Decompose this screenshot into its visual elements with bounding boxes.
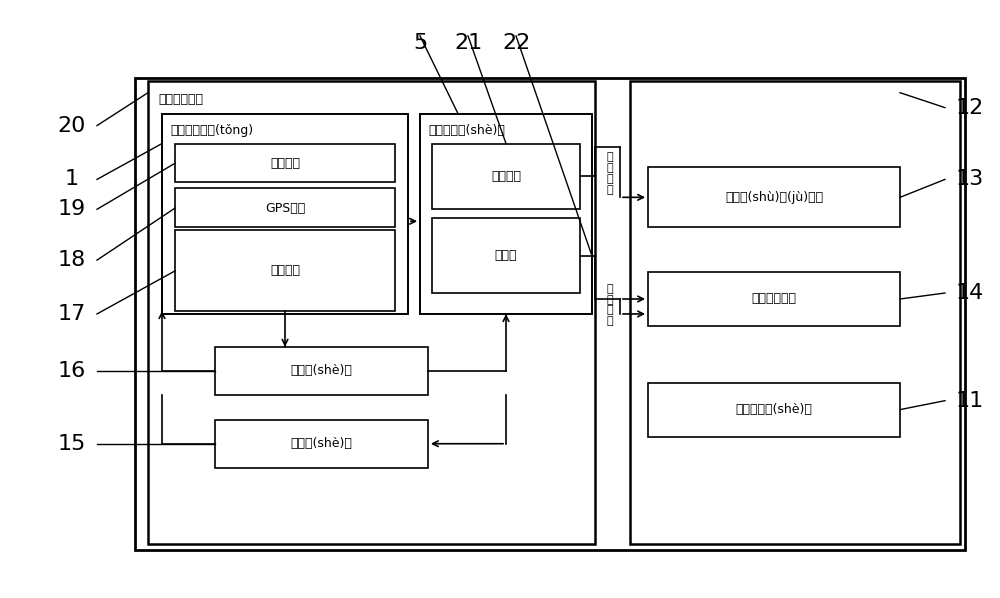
Bar [648,272,900,326]
Text: 影像獲取設(shè)備: 影像獲取設(shè)備 [428,124,505,137]
Text: 12: 12 [956,97,984,118]
Text: 19: 19 [58,199,86,219]
Text: 1: 1 [65,169,79,190]
Text: 攝像頭: 攝像頭 [495,249,517,263]
Text: 20: 20 [58,115,86,136]
Bar [175,230,395,311]
Text: 14: 14 [956,283,984,303]
Text: 21: 21 [454,33,482,53]
Bar [648,383,900,437]
Text: GPS天線: GPS天線 [265,202,305,215]
Bar [648,167,900,227]
Bar [215,420,428,468]
Bar [215,347,428,395]
Text: 飛行控制系統(tǒng): 飛行控制系統(tǒng) [170,124,253,137]
Bar [432,144,580,209]
Text: 17: 17 [58,304,86,324]
Bar [420,114,592,314]
Text: 信息接收終端: 信息接收終端 [752,292,796,306]
Text: 影像數(shù)據(jù)處理: 影像數(shù)據(jù)處理 [725,191,823,204]
Bar [175,188,395,227]
Text: 5: 5 [413,33,427,53]
Text: 15: 15 [58,434,86,454]
Bar [630,81,960,544]
Text: 13: 13 [956,169,984,190]
Text: 地面通訊設(shè)備: 地面通訊設(shè)備 [736,403,812,416]
Bar [135,78,965,550]
Text: 微處理器: 微處理器 [270,264,300,277]
Text: 11: 11 [956,390,984,411]
Text: 18: 18 [58,250,86,270]
Text: 高清相機: 高清相機 [491,170,521,183]
Text: 高
清
影
像: 高 清 影 像 [607,152,613,194]
Text: 22: 22 [502,33,530,53]
Text: 遙控設(shè)備: 遙控設(shè)備 [290,437,352,450]
Text: 通信設(shè)備: 通信設(shè)備 [290,364,352,377]
Bar [175,144,395,182]
Text: 實
時
影
像: 實 時 影 像 [607,284,613,326]
Bar [162,114,408,314]
Text: 垂直陀螺: 垂直陀螺 [270,157,300,170]
Bar [432,218,580,293]
Text: 16: 16 [58,361,86,381]
Text: 飛行遙感平臺: 飛行遙感平臺 [158,93,203,106]
Bar [148,81,595,544]
